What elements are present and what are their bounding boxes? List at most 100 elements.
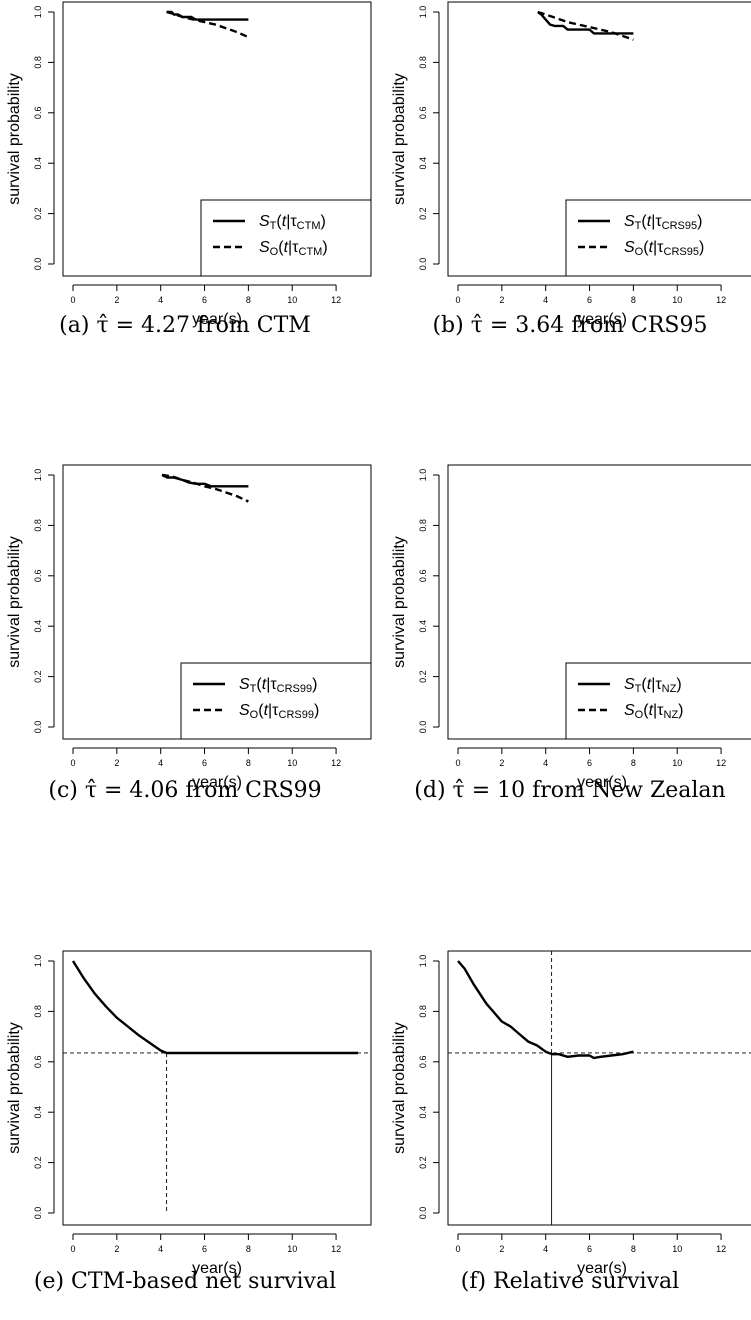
x-tick-label: 12	[331, 1244, 341, 1254]
legend: ST(t|τCTM) SO(t|τCTM)	[200, 199, 372, 277]
y-tick-label: 0.2	[418, 1156, 428, 1169]
panel-caption: (b) τ̂ = 3.64 from CRS95	[432, 313, 707, 338]
y-tick-label: 0.4	[418, 620, 428, 633]
series-solid-line	[537, 11, 634, 35]
x-tick-label: 0	[455, 1244, 460, 1254]
legend-entry: ST(t|τCRS95)	[624, 213, 702, 232]
x-axis-label: year(s)	[192, 311, 242, 328]
y-tick-label: 0.2	[33, 207, 43, 220]
legend: ST(t|τCRS95) SO(t|τCRS95)	[565, 199, 751, 277]
y-tick-label: 0.4	[33, 157, 43, 170]
legend-entry: SO(t|τNZ)	[624, 702, 684, 721]
y-tick-label: 0.4	[33, 620, 43, 633]
x-tick-label: 2	[114, 1244, 119, 1254]
y-tick-label: 0.0	[33, 1207, 43, 1220]
x-tick-label: 0	[70, 295, 75, 305]
x-tick-label: 8	[631, 1244, 636, 1254]
y-tick-label: 0.0	[418, 258, 428, 271]
y-tick-label: 0.6	[33, 107, 43, 120]
x-tick-label: 12	[716, 1244, 726, 1254]
x-tick-label: 8	[631, 295, 636, 305]
y-tick-label: 0.2	[33, 670, 43, 683]
y-tick-label: 0.0	[33, 258, 43, 271]
y-axis-label: survival probability	[6, 536, 23, 668]
y-tick-label: 0.8	[33, 56, 43, 69]
x-tick-label: 2	[499, 295, 504, 305]
x-tick-label: 8	[246, 295, 251, 305]
y-tick-label: 0.8	[418, 519, 428, 532]
y-axis-label: survival probability	[6, 73, 23, 205]
y-tick-label: 1.0	[33, 6, 43, 19]
y-tick-label: 0.0	[418, 1207, 428, 1220]
y-tick-label: 0.8	[418, 1005, 428, 1018]
y-axis-label: survival probability	[391, 1022, 408, 1154]
x-tick-label: 0	[70, 1244, 75, 1254]
x-tick-label: 4	[158, 1244, 163, 1254]
panel-caption: (c) τ̂ = 4.06 from CRS99	[48, 778, 321, 803]
x-tick-label: 4	[158, 758, 163, 768]
y-tick-label: 0.4	[33, 1106, 43, 1119]
y-tick-label: 1.0	[418, 955, 428, 968]
chart-panel-a: 0 2 4 6 8 10 12 year(s) 0.0 0.2 0.4 0.6 0.8 1.0 surviv…	[6, 1, 372, 338]
x-tick-label: 10	[672, 1244, 682, 1254]
legend-box	[180, 662, 372, 740]
x-tick-label: 2	[114, 295, 119, 305]
legend-entry: SO(t|τCRS95)	[624, 239, 704, 258]
chart-panel-c: 0 2 4 6 8 10 12 year(s) 0.0 0.2 0.4 0.6 0.8 1.0 surviv…	[6, 464, 372, 803]
x-tick-label: 12	[331, 758, 341, 768]
x-tick-label: 8	[246, 1244, 251, 1254]
y-tick-label: 0.6	[33, 570, 43, 583]
panel-caption: (f) Relative survival	[461, 1269, 679, 1294]
x-axis-label: year(s)	[192, 1260, 242, 1277]
y-tick-label: 0.2	[418, 670, 428, 683]
chart-panel-d: 0 2 4 6 8 10 12 year(s) 0.0 0.2 0.4 0.6 0.8 1.0 surviv…	[391, 464, 751, 803]
y-tick-label: 0.8	[418, 56, 428, 69]
y-tick-label: 1.0	[33, 955, 43, 968]
x-tick-label: 6	[202, 758, 207, 768]
y-tick-label: 0.6	[418, 570, 428, 583]
x-axis-label: year(s)	[192, 774, 242, 791]
legend: ST(t|τCRS99) SO(t|τCRS99)	[180, 662, 372, 740]
y-tick-label: 1.0	[33, 469, 43, 482]
plot-frame	[447, 950, 751, 1226]
series-solid-line	[457, 960, 634, 1060]
y-tick-label: 0.6	[418, 1056, 428, 1069]
x-tick-label: 10	[672, 758, 682, 768]
series-solid-line	[71, 960, 358, 1055]
y-tick-label: 0.0	[418, 721, 428, 734]
chart-panel-f: 0 2 4 6 8 10 12 year(s) 0.0 0.2 0.4 0.6 0.8 1.0 surviv…	[391, 950, 751, 1294]
x-tick-label: 8	[246, 758, 251, 768]
y-axis-label: survival probability	[6, 1022, 23, 1154]
x-tick-label: 10	[287, 758, 297, 768]
x-tick-label: 0	[455, 295, 460, 305]
y-tick-label: 0.0	[33, 721, 43, 734]
legend-entry: SO(t|τCRS99)	[239, 702, 319, 721]
y-axis-label: survival probability	[391, 536, 408, 668]
x-tick-label: 6	[202, 295, 207, 305]
y-tick-label: 0.2	[418, 207, 428, 220]
x-axis-label: year(s)	[577, 774, 627, 791]
legend-box	[200, 199, 372, 277]
x-tick-label: 0	[70, 758, 75, 768]
x-tick-label: 4	[543, 1244, 548, 1254]
x-tick-label: 10	[287, 295, 297, 305]
x-axis-label: year(s)	[577, 311, 627, 328]
x-tick-label: 12	[331, 295, 341, 305]
series-dashed-line	[161, 473, 249, 503]
chart-panel-b: 0 2 4 6 8 10 12 year(s) 0.0 0.2 0.4 0.6 0.8 1.0 surviv…	[391, 1, 751, 338]
y-tick-label: 1.0	[418, 6, 428, 19]
y-axis-label: survival probability	[391, 73, 408, 205]
series-dashed-line	[166, 10, 249, 39]
panel-caption: (a) τ̂ = 4.27 from CTM	[59, 313, 311, 338]
x-tick-label: 10	[287, 1244, 297, 1254]
chart-panel-e: 0 2 4 6 8 10 12 year(s) 0.0 0.2 0.4 0.6 0.8 1.0 surviv…	[6, 950, 372, 1294]
legend: ST(t|τNZ) SO(t|τNZ)	[565, 662, 751, 740]
y-tick-label: 0.2	[33, 1156, 43, 1169]
y-tick-label: 0.6	[418, 107, 428, 120]
y-tick-label: 0.4	[418, 1106, 428, 1119]
y-tick-label: 0.4	[418, 157, 428, 170]
legend-entry: ST(t|τCTM)	[259, 213, 326, 232]
x-tick-label: 12	[716, 295, 726, 305]
x-tick-label: 0	[455, 758, 460, 768]
